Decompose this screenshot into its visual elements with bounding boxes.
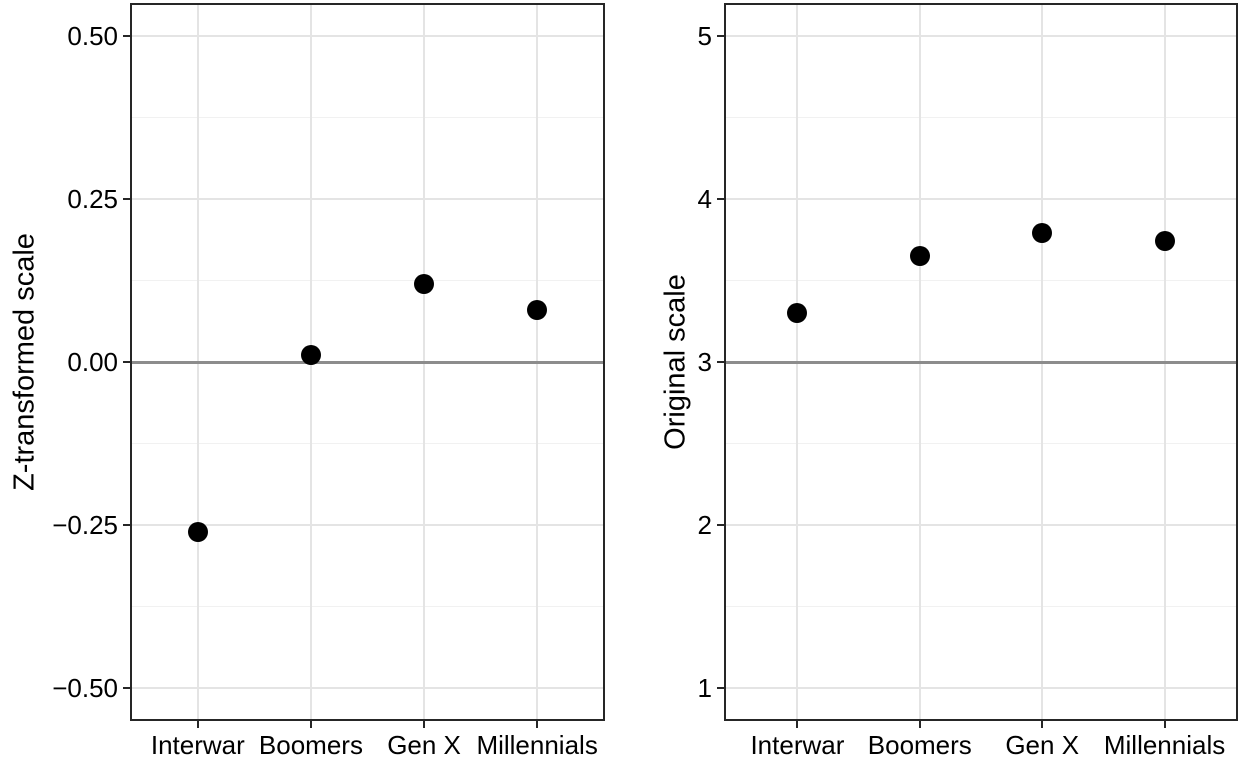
x-tick bbox=[918, 721, 921, 728]
y-tick bbox=[717, 197, 724, 200]
y-tick bbox=[717, 687, 724, 690]
h-gridline-minor bbox=[724, 443, 1238, 445]
x-tick-label: Interwar bbox=[750, 730, 845, 757]
y-tick-label: 0.25 bbox=[67, 183, 118, 214]
x-tick-label: Gen X bbox=[1005, 730, 1080, 757]
y-tick-label: 2 bbox=[697, 510, 712, 541]
h-gridline-major bbox=[130, 197, 605, 200]
h-gridline-minor bbox=[130, 279, 605, 281]
h-gridline-minor bbox=[130, 443, 605, 445]
reference-line bbox=[724, 360, 1238, 364]
data-point-gen-x bbox=[414, 273, 435, 294]
h-gridline-minor bbox=[724, 279, 1238, 281]
y-tick bbox=[717, 524, 724, 527]
y-tick bbox=[123, 197, 130, 200]
y-tick-label: −0.50 bbox=[52, 673, 118, 704]
h-gridline-major bbox=[130, 687, 605, 690]
x-tick bbox=[796, 721, 799, 728]
data-point-interwar bbox=[787, 303, 808, 324]
x-tick bbox=[1041, 721, 1044, 728]
h-gridline-major bbox=[130, 524, 605, 527]
h-gridline-major bbox=[724, 524, 1238, 527]
data-point-interwar bbox=[187, 521, 208, 542]
h-gridline-major bbox=[724, 34, 1238, 37]
h-gridline-major bbox=[724, 687, 1238, 690]
data-point-millennials bbox=[527, 299, 548, 320]
h-gridline-major bbox=[130, 34, 605, 37]
y-tick bbox=[123, 34, 130, 37]
y-tick bbox=[123, 361, 130, 363]
h-gridline-minor bbox=[130, 606, 605, 608]
y-tick bbox=[717, 361, 724, 363]
y-tick-label: 0.00 bbox=[67, 347, 118, 377]
y-tick-label: −0.25 bbox=[52, 510, 118, 541]
y-tick bbox=[123, 687, 130, 690]
x-tick bbox=[1163, 721, 1166, 728]
h-gridline-major bbox=[724, 197, 1238, 200]
x-tick bbox=[196, 721, 199, 728]
y-tick-label: 5 bbox=[697, 20, 712, 51]
data-point-boomers bbox=[300, 345, 321, 366]
x-tick-label: Millennials bbox=[476, 730, 598, 757]
data-point-millennials bbox=[1154, 231, 1175, 252]
x-tick-label: Boomers bbox=[258, 730, 363, 757]
plot-area-right bbox=[724, 3, 1238, 721]
x-tick-label: Gen X bbox=[387, 730, 461, 757]
y-tick bbox=[717, 34, 724, 37]
x-tick bbox=[309, 721, 312, 728]
data-point-boomers bbox=[909, 245, 930, 266]
x-tick bbox=[423, 721, 426, 728]
y-tick-label: 4 bbox=[697, 183, 712, 214]
y-tick-label: 0.50 bbox=[67, 20, 118, 51]
h-gridline-minor bbox=[130, 116, 605, 118]
y-tick bbox=[123, 524, 130, 527]
h-gridline-minor bbox=[724, 116, 1238, 118]
y-tick-label: 1 bbox=[697, 673, 712, 704]
data-point-gen-x bbox=[1032, 223, 1053, 244]
h-gridline-minor bbox=[724, 606, 1238, 608]
y-tick-label: 3 bbox=[697, 347, 712, 377]
x-tick-label: Interwar bbox=[150, 730, 245, 757]
reference-line bbox=[130, 360, 605, 364]
x-tick bbox=[536, 721, 539, 728]
plot-area-left bbox=[130, 3, 605, 721]
x-tick-label: Boomers bbox=[867, 730, 972, 757]
x-tick-label: Millennials bbox=[1103, 730, 1226, 757]
